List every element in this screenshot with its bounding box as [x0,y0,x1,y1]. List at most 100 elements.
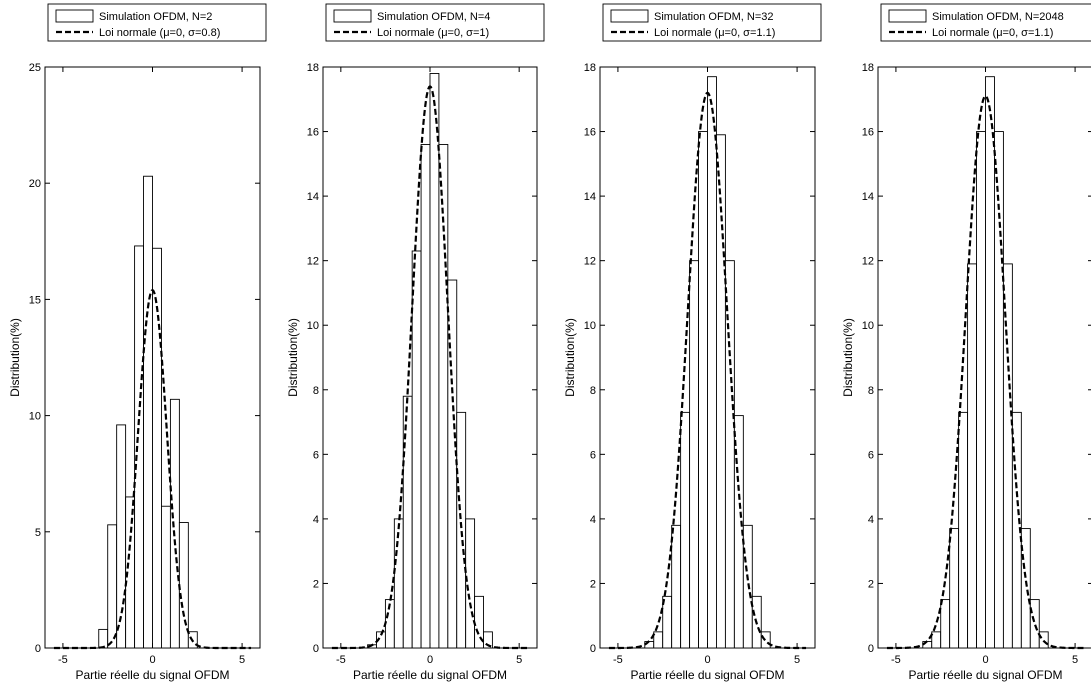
y-tick-label: 12 [584,256,596,268]
x-tick-label: -5 [891,654,901,666]
chart-panel-2: -5 0 5 0 2 4 6 8 10 12 14 16 18 Partie réelle du sign… [286,3,545,682]
y-tick-label: 25 [29,62,41,74]
y-tick-label: 10 [29,411,41,423]
normal-curve-line [608,91,807,650]
y-tick-label: 12 [862,256,874,268]
x-axis-label: Partie réelle du signal OFDM [75,668,229,682]
y-tick-label: 2 [590,578,596,590]
x-tick-label: 5 [794,654,800,666]
y-tick-label: 0 [590,643,596,655]
histogram-bar [967,263,977,649]
histogram-bar [169,398,180,649]
x-tick-label: -5 [58,654,68,666]
x-tick-label: -5 [613,654,623,666]
histogram-bar [949,528,960,649]
x-tick-label: 5 [1072,654,1078,666]
y-axis-label: Distribution(%) [563,318,577,397]
histogram-bar [161,505,171,649]
y-axis-label: Distribution(%) [8,318,22,397]
legend: Simulation OFDM, N=2 Loi normale (μ=0, σ=… [47,3,267,42]
histogram-bar [689,260,699,649]
y-tick-label: 14 [584,191,596,203]
histogram-bar [671,524,682,649]
x-tick-label: 0 [704,654,710,666]
y-tick-label: 18 [584,62,596,74]
legend-label-histogram: Simulation OFDM, N=4 [377,11,490,23]
histogram-bar [760,631,771,649]
legend-label-curve: Loi normale (μ=0, σ=1.1) [654,27,775,39]
histogram-bar [393,518,404,649]
y-tick-label: 10 [862,320,874,332]
legend: Simulation OFDM, N=4 Loi normale (μ=0, σ=… [325,3,545,42]
y-axis-label: Distribution(%) [841,318,855,397]
histogram-bar [411,250,422,649]
histogram-bar [985,76,995,649]
x-axis-label: Partie réelle du signal OFDM [630,668,784,682]
legend-swatch-histogram [610,9,649,23]
histogram-bar [958,411,969,649]
histogram-bar [707,76,717,649]
histogram-bar [152,247,162,649]
y-tick-label: 18 [307,62,319,74]
legend-swatch-histogram [333,9,372,23]
y-tick-label: 16 [584,127,596,139]
legend-label-curve: Loi normale (μ=0, σ=1.1) [932,27,1053,39]
y-tick-label: 14 [862,191,874,203]
y-tick-label: 15 [29,294,41,306]
chart-panel-1: -5 0 5 0 5 10 15 20 25 Partie réelle du signal OF… [8,3,267,682]
y-tick-label: 14 [307,191,319,203]
histogram-bar [698,131,708,649]
legend-label-histogram: Simulation OFDM, N=2 [99,11,212,23]
y-tick-label: 0 [313,643,319,655]
histogram-bar [134,245,144,649]
normal-curve-line [331,85,529,650]
histogram-bar [1020,528,1031,649]
x-tick-label: 5 [516,654,522,666]
y-tick-label: 2 [313,578,319,590]
chart-panel-3: -5 0 5 0 2 4 6 8 10 12 14 16 18 Partie réelle du sign… [563,3,822,682]
normal-curve-line [53,288,252,650]
histogram-bar [680,411,691,649]
histogram-bar [98,628,109,649]
y-tick-label: 8 [313,385,319,397]
legend-label-curve: Loi normale (μ=0, σ=0.8) [99,27,220,39]
histogram-bar [456,411,467,649]
y-tick-label: 0 [868,643,874,655]
legend: Simulation OFDM, N=2048 Loi normale (μ=0,… [880,3,1091,42]
x-tick-label: 0 [982,654,988,666]
histogram-bar [420,144,431,649]
x-tick-label: 5 [239,654,245,666]
histogram-bar [483,631,493,649]
x-axis-label: Partie réelle du signal OFDM [908,668,1062,682]
x-tick-label: 0 [427,654,433,666]
normal-curve-line [886,94,1085,650]
histogram-bar [465,518,476,649]
y-axis-label: Distribution(%) [286,318,300,397]
histogram-bar [116,424,127,649]
y-tick-label: 16 [862,127,874,139]
legend-swatch-histogram [55,9,94,23]
y-tick-label: 8 [868,385,874,397]
legend-label-curve: Loi normale (μ=0, σ=1) [377,27,489,39]
legend-label-histogram: Simulation OFDM, N=2048 [932,11,1064,23]
histogram-bar [429,73,440,649]
y-tick-label: 4 [590,514,596,526]
y-tick-label: 4 [868,514,874,526]
histogram-bar [940,599,951,649]
x-tick-label: 0 [149,654,155,666]
histogram-bar [1038,631,1049,649]
y-tick-label: 20 [29,178,41,190]
histogram-bar [1029,599,1040,649]
y-tick-label: 0 [35,643,41,655]
legend-label-histogram: Simulation OFDM, N=32 [654,11,774,23]
chart-panel-4: -5 0 5 0 2 4 6 8 10 12 14 16 18 Partie réelle du sign… [841,3,1091,682]
y-tick-label: 2 [868,578,874,590]
y-tick-label: 16 [307,127,319,139]
y-tick-label: 5 [35,527,41,539]
x-tick-label: -5 [336,654,346,666]
legend: Simulation OFDM, N=32 Loi normale (μ=0, σ… [602,3,822,42]
legend-swatch-histogram [888,9,927,23]
histogram-bar [143,175,153,649]
y-tick-label: 10 [307,320,319,332]
